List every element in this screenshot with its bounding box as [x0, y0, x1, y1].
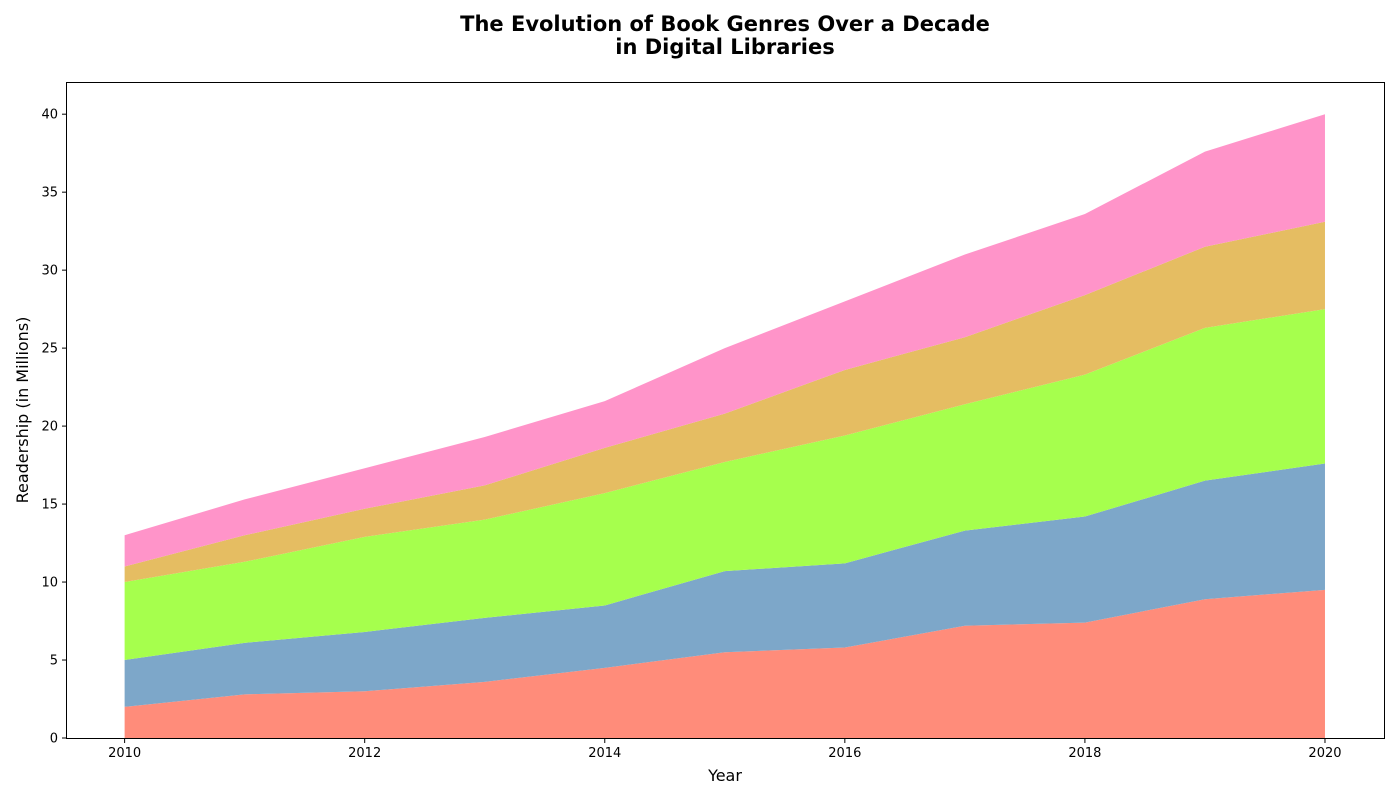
y-tick-label: 0 [50, 732, 58, 747]
area-series-1 [124, 589, 1325, 738]
x-tick-label: 2012 [348, 746, 381, 761]
x-tick-label: 2014 [588, 746, 621, 761]
x-tick-label: 2018 [1068, 746, 1101, 761]
area-series-2 [124, 463, 1325, 707]
x-tick-label: 2016 [828, 746, 861, 761]
y-tick-label: 15 [41, 498, 58, 513]
y-tick-label: 20 [41, 420, 58, 435]
y-tick-label: 40 [41, 108, 58, 123]
x-axis-ticks: 2010 2012 2014 2016 2018 2020 [108, 738, 1342, 761]
y-axis-label: Readership (in Millions) [13, 317, 32, 504]
y-axis-ticks: 0 5 10 15 20 25 30 35 40 [41, 108, 67, 747]
y-tick-label: 30 [41, 264, 58, 279]
y-tick-label: 35 [41, 186, 58, 201]
x-tick-label: 2020 [1308, 746, 1341, 761]
y-tick-label: 10 [41, 576, 58, 591]
area-series-5 [124, 114, 1325, 567]
chart-title-line-1: The Evolution of Book Genres Over a Deca… [460, 12, 990, 36]
x-axis-label: Year [707, 766, 742, 785]
y-tick-label: 5 [50, 654, 58, 669]
area-series-group [124, 114, 1325, 738]
x-tick-label: 2010 [108, 746, 141, 761]
y-tick-label: 25 [41, 342, 58, 357]
area-series-4 [124, 221, 1325, 583]
area-series-3 [124, 309, 1325, 661]
chart-title-line-2: in Digital Libraries [615, 35, 834, 59]
plot-frame [66, 82, 1385, 739]
